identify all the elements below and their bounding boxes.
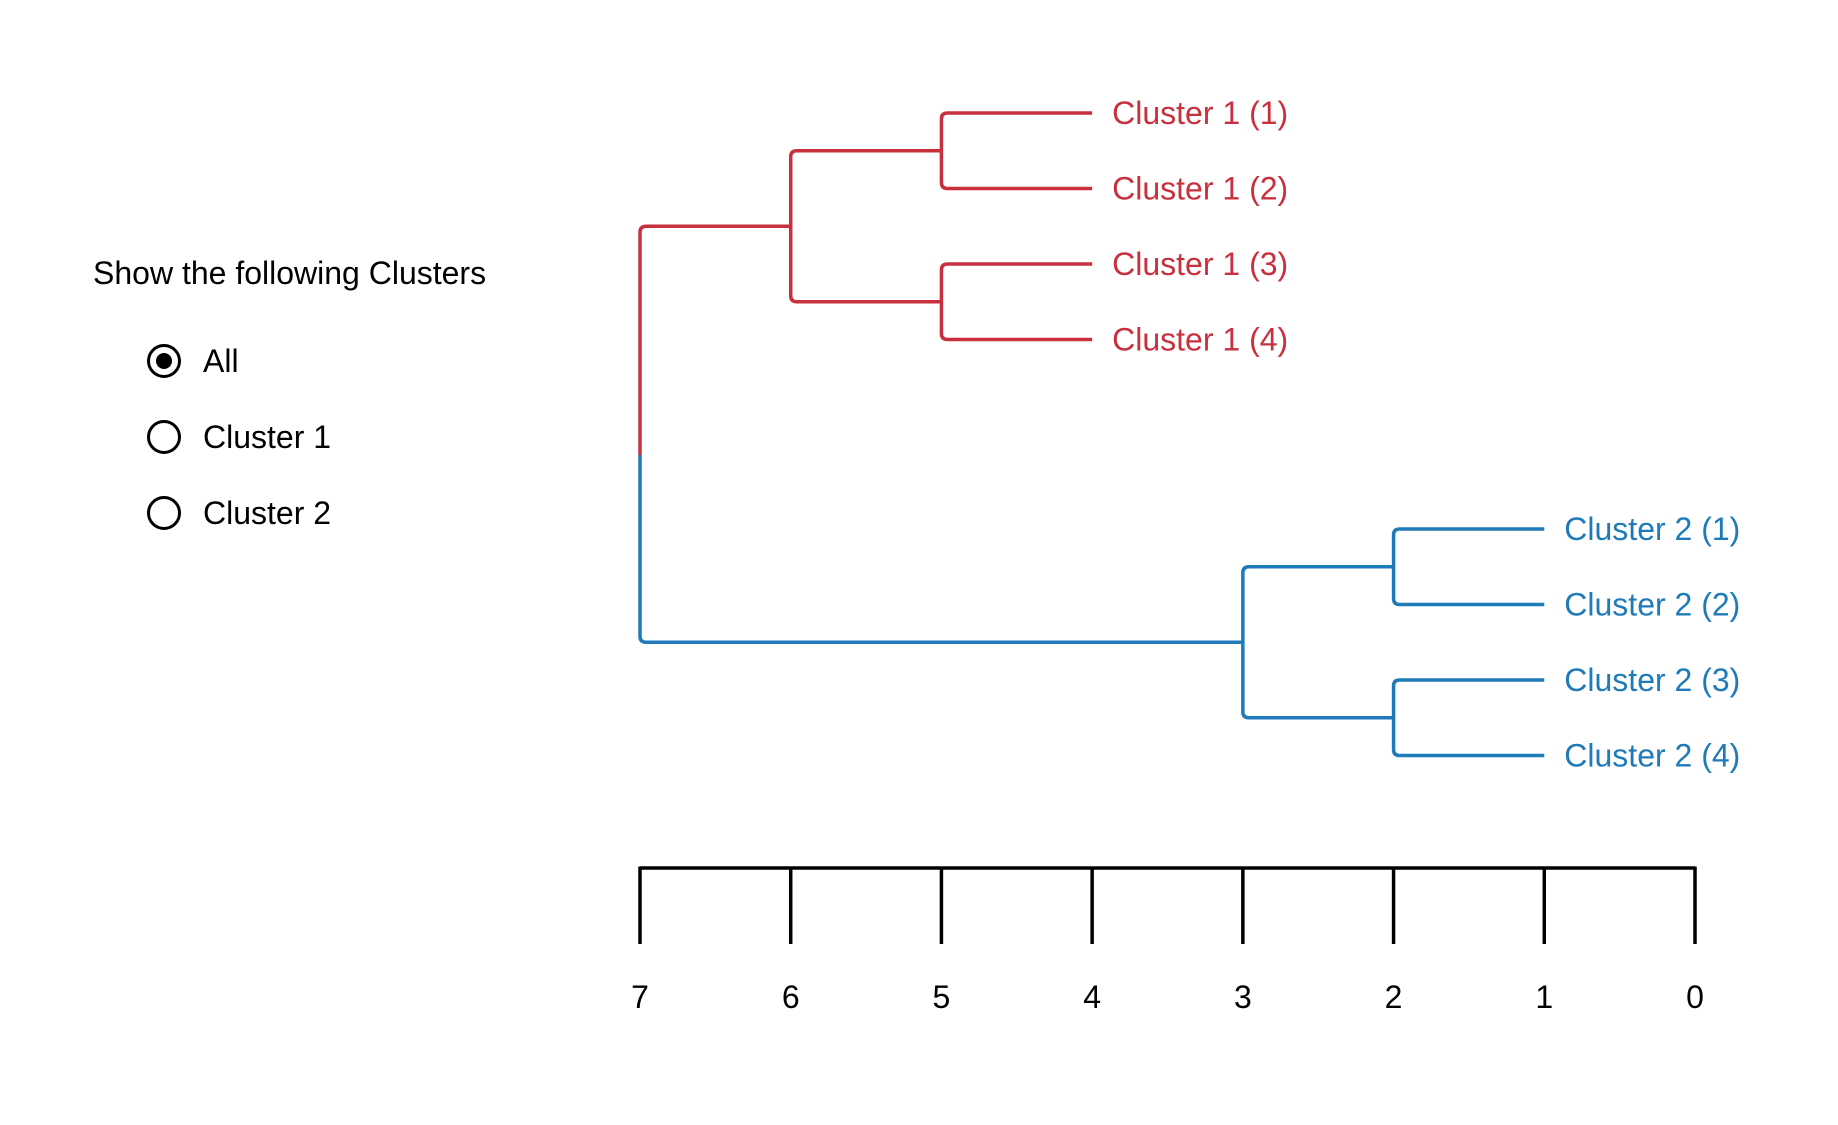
leaf-label-6: Cluster 2 (2): [1564, 587, 1740, 623]
branch-merge-7-upper: [638, 224, 791, 456]
dendrogram-branches: [638, 111, 1545, 758]
leaf-label-1: Cluster 1 (1): [1112, 95, 1288, 131]
leaf-label-2: Cluster 1 (2): [1112, 171, 1288, 207]
x-tick-label-4: 4: [1083, 979, 1101, 1015]
x-tick-label-7: 7: [631, 979, 649, 1015]
leaf-labels: Cluster 1 (1) Cluster 1 (2) Cluster 1 (3) C…: [1112, 95, 1740, 774]
radio-cluster-1-label: Cluster 1: [203, 418, 332, 455]
branch-merge-6: [1241, 565, 1394, 720]
leaf-label-5: Cluster 2 (1): [1564, 511, 1740, 547]
branch-merge-3: [788, 149, 942, 304]
branch-merge-5: [1391, 678, 1545, 758]
x-tick-label-1: 1: [1535, 979, 1553, 1015]
leaf-label-8: Cluster 2 (4): [1564, 738, 1740, 774]
radio-option-cluster-1[interactable]: Cluster 1: [147, 418, 486, 456]
filter-heading: Show the following Clusters: [93, 255, 487, 291]
radio-cluster-2-label: Cluster 2: [203, 494, 332, 531]
radio-cluster-2-icon[interactable]: [147, 496, 181, 530]
radio-cluster-1-icon[interactable]: [147, 420, 181, 454]
branch-merge-4: [1391, 527, 1545, 607]
branch-merge-1: [939, 111, 1093, 191]
x-tick-label-5: 5: [933, 979, 951, 1015]
branch-merge-7-lower: [638, 455, 1243, 644]
radio-option-all[interactable]: All: [147, 342, 486, 380]
leaf-label-7: Cluster 2 (3): [1564, 662, 1740, 698]
x-tick-label-2: 2: [1385, 979, 1403, 1015]
x-tick-label-6: 6: [782, 979, 800, 1015]
radio-all-label: All: [203, 342, 239, 379]
leaf-label-4: Cluster 1 (4): [1112, 322, 1288, 358]
radio-all-icon[interactable]: [147, 344, 181, 378]
radio-option-cluster-2[interactable]: Cluster 2: [147, 494, 486, 532]
x-axis: 7 6 5 4 3 2 1 0: [631, 866, 1704, 1015]
leaf-label-3: Cluster 1 (3): [1112, 246, 1288, 282]
branch-merge-2: [939, 262, 1093, 342]
cluster-filter-panel: Show the following Clusters All Cluster …: [93, 255, 486, 570]
x-tick-label-0: 0: [1686, 979, 1704, 1015]
x-tick-label-3: 3: [1234, 979, 1252, 1015]
